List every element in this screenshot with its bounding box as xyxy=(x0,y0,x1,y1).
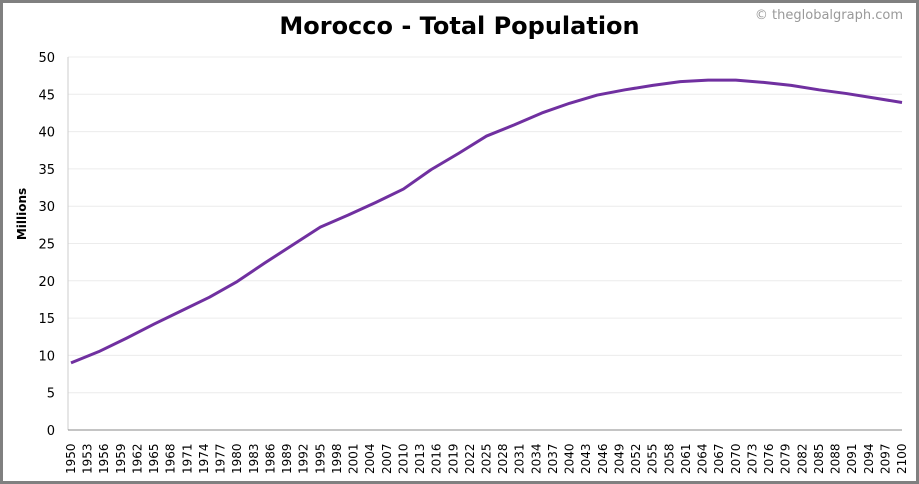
chart-title: Morocco - Total Population xyxy=(279,12,640,40)
x-tick-label: 2091 xyxy=(845,443,859,474)
x-tick-label: 2043 xyxy=(579,443,593,474)
x-tick-label: 2034 xyxy=(529,443,543,474)
x-tick-label: 2040 xyxy=(563,443,577,474)
x-tick-label: 2064 xyxy=(696,443,710,474)
x-tick-label: 2073 xyxy=(745,443,759,474)
x-tick-label: 2019 xyxy=(446,443,460,474)
y-tick-label: 35 xyxy=(38,163,55,178)
x-tick-label: 2100 xyxy=(895,443,909,474)
x-tick-label: 1977 xyxy=(214,443,228,474)
x-tick-label: 2067 xyxy=(712,443,726,474)
x-tick-label: 1959 xyxy=(114,443,128,474)
x-tick-label: 1953 xyxy=(81,443,95,474)
x-tick-label: 2097 xyxy=(878,443,892,474)
x-tick-label: 1992 xyxy=(297,443,311,474)
series-line-total-population xyxy=(70,78,903,365)
x-tick-label: 1968 xyxy=(164,443,178,474)
x-tick-label: 2031 xyxy=(513,443,527,474)
x-tick-label: 2079 xyxy=(779,443,793,474)
x-tick-label: 2013 xyxy=(413,443,427,474)
x-tick-label: 2082 xyxy=(795,443,809,474)
x-tick-label: 2088 xyxy=(829,443,843,474)
x-tick-label: 2025 xyxy=(480,443,494,474)
x-tick-label: 1986 xyxy=(263,443,277,474)
y-tick-label: 25 xyxy=(38,238,55,253)
x-tick-label: 1965 xyxy=(147,443,161,474)
y-tick-label: 50 xyxy=(38,51,55,66)
x-tick-label: 1956 xyxy=(97,443,111,474)
x-tick-label: 2055 xyxy=(646,443,660,474)
x-tick-label: 2010 xyxy=(396,443,410,474)
x-tick-label: 2076 xyxy=(762,443,776,474)
x-tick-label: 2028 xyxy=(496,443,510,474)
x-tick-label: 2016 xyxy=(430,443,444,474)
x-tick-label: 2085 xyxy=(812,443,826,474)
x-tick-label: 2007 xyxy=(380,443,394,474)
x-tick-label: 1989 xyxy=(280,443,294,474)
y-tick-label: 45 xyxy=(38,88,55,103)
x-tick-label: 2061 xyxy=(679,443,693,474)
y-tick-label: 10 xyxy=(38,349,55,364)
x-tick-label: 1950 xyxy=(64,443,78,474)
x-tick-label: 2001 xyxy=(347,443,361,474)
x-tick-label: 2004 xyxy=(363,443,377,474)
y-tick-label: 15 xyxy=(38,312,55,327)
x-tick-label: 2037 xyxy=(546,443,560,474)
x-tick-label: 1971 xyxy=(180,443,194,474)
x-tick-label: 1998 xyxy=(330,443,344,474)
x-tick-label: 1974 xyxy=(197,443,211,474)
x-tick-label: 2070 xyxy=(729,443,743,474)
y-tick-label: 20 xyxy=(38,275,55,290)
credit-text: © theglobalgraph.com xyxy=(754,8,903,23)
y-tick-label: 40 xyxy=(38,126,55,141)
x-tick-label: 2094 xyxy=(862,443,876,474)
y-tick-label: 30 xyxy=(38,200,55,215)
x-tick-label: 2049 xyxy=(612,443,626,474)
x-tick-label: 2052 xyxy=(629,443,643,474)
x-tick-label: 1980 xyxy=(230,443,244,474)
x-tick-label: 2058 xyxy=(662,443,676,474)
x-tick-label: 2046 xyxy=(596,443,610,474)
y-tick-label: 0 xyxy=(47,424,55,439)
x-tick-label: 2022 xyxy=(463,443,477,474)
x-tick-label: 1983 xyxy=(247,443,261,474)
x-tick-label: 1995 xyxy=(313,443,327,474)
x-tick-label: 1962 xyxy=(130,443,144,474)
y-tick-label: 5 xyxy=(47,387,55,402)
y-axis-label: Millions xyxy=(15,188,29,240)
